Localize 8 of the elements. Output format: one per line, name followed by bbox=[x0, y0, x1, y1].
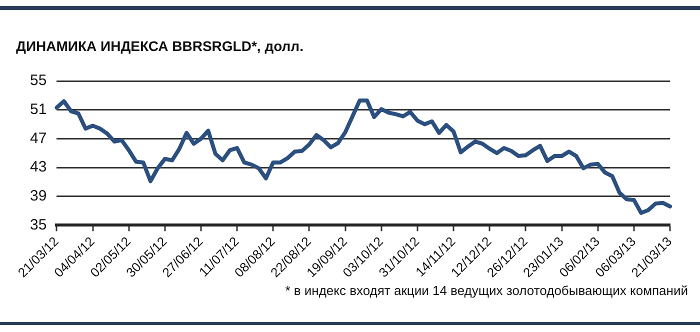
chart-title: ДИНАМИКА ИНДЕКСА BBRSRGLD*, долл. bbox=[16, 38, 304, 54]
y-tick-label: 43 bbox=[30, 158, 47, 176]
y-tick-label: 51 bbox=[30, 100, 47, 118]
y-tick-label: 47 bbox=[30, 130, 47, 147]
y-tick-label: 55 bbox=[30, 72, 47, 90]
y-tick-label: 39 bbox=[30, 187, 47, 204]
y-tick-label: 35 bbox=[30, 216, 47, 234]
text: * в индекс входят акции 14 ведущих золотодобывающих компаний bbox=[285, 283, 688, 298]
